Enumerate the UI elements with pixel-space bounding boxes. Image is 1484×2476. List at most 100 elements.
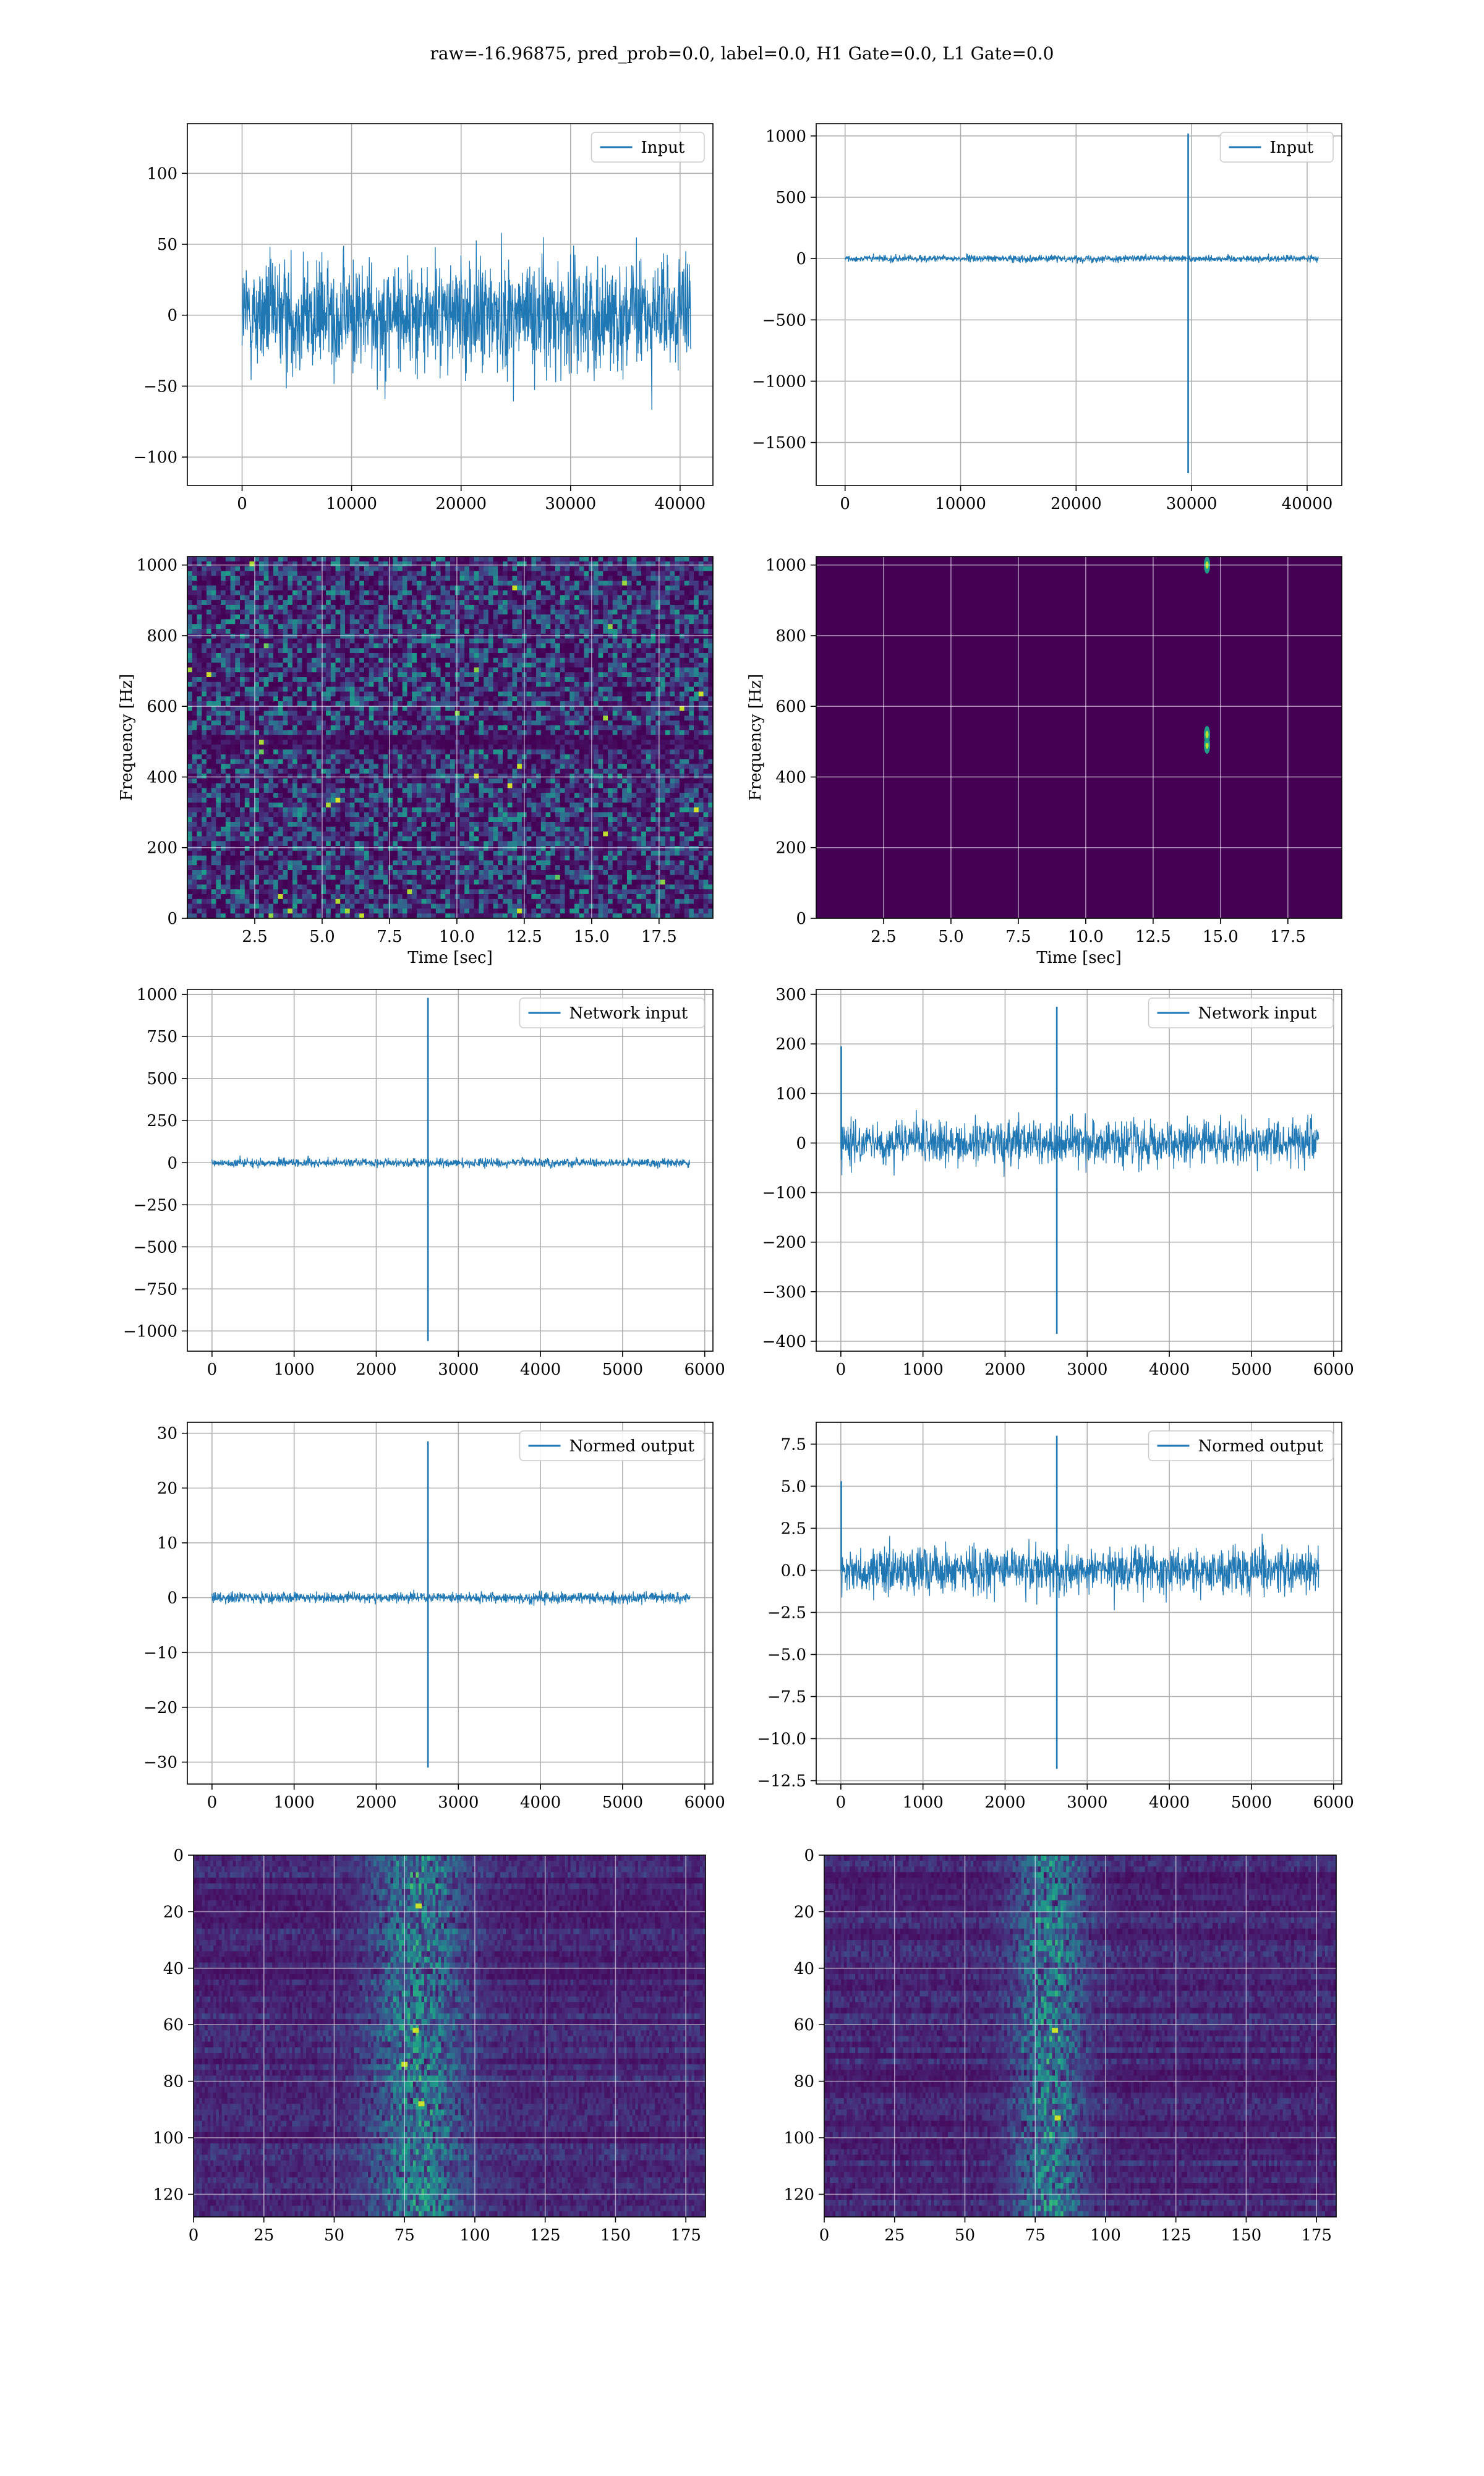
heatmap-cell: [574, 706, 579, 711]
heatmap-cell: [694, 591, 699, 596]
heatmap-cell: [546, 711, 551, 716]
heatmap-cell: [646, 764, 651, 769]
heatmap-cell: [699, 619, 704, 624]
heatmap-cell: [469, 769, 474, 774]
heatmap-cell: [684, 735, 689, 740]
heatmap-cell: [455, 557, 460, 561]
heatmap-cell: [488, 740, 493, 745]
heatmap-cell: [359, 658, 364, 663]
heatmap-cell: [354, 740, 359, 745]
heatmap-cell: [503, 629, 508, 634]
heatmap-cell: [459, 701, 464, 706]
heatmap-cell: [240, 754, 245, 759]
heatmap-cell: [493, 720, 498, 725]
heatmap-cell: [670, 745, 675, 749]
heatmap-cell: [469, 586, 474, 591]
heatmap-cell: [426, 677, 431, 682]
heatmap-cell: [312, 615, 317, 620]
heatmap-cell: [292, 677, 297, 682]
heatmap-cell: [393, 735, 398, 740]
heatmap-cell: [211, 749, 216, 754]
heatmap-cell: [417, 769, 422, 774]
heatmap-cell: [704, 759, 709, 764]
heatmap-cell: [245, 725, 250, 730]
heatmap-cell: [694, 740, 699, 745]
heatmap-cell: [388, 639, 393, 644]
heatmap-cell: [527, 595, 532, 600]
heatmap-cell: [474, 720, 479, 725]
heatmap-cell: [312, 745, 317, 749]
heatmap-cell: [569, 745, 574, 749]
heatmap-cell: [403, 557, 407, 561]
heatmap-cell: [393, 706, 398, 711]
heatmap-cell: [670, 672, 675, 677]
heatmap-cell: [312, 600, 317, 605]
heatmap-cell: [398, 576, 403, 581]
heatmap-cell: [665, 591, 670, 596]
heatmap-cell: [574, 581, 579, 586]
heatmap-cell: [459, 595, 464, 600]
heatmap-cell: [704, 624, 709, 629]
heatmap-cell: [503, 581, 508, 586]
heatmap-cell: [426, 643, 431, 648]
heatmap-cell: [288, 715, 292, 720]
heatmap-cell: [455, 745, 460, 749]
heatmap-cell: [665, 581, 670, 586]
heatmap-cell: [680, 557, 684, 561]
heatmap-cell: [288, 759, 292, 764]
heatmap-cell: [665, 615, 670, 620]
heatmap-cell: [207, 581, 211, 586]
heatmap-cell: [498, 682, 503, 687]
heatmap-cell: [288, 691, 292, 696]
heatmap-cell: [665, 715, 670, 720]
heatmap-cell: [216, 749, 221, 754]
heatmap-cell: [479, 677, 484, 682]
heatmap-cell: [493, 667, 498, 672]
heatmap-cell: [498, 643, 503, 648]
heatmap-cell: [245, 711, 250, 716]
heatmap-cell: [417, 754, 422, 759]
heatmap-cell: [187, 735, 192, 740]
heatmap-cell: [259, 586, 264, 591]
heatmap-cell: [422, 571, 427, 576]
heatmap-cell: [474, 764, 479, 769]
heatmap-cell: [359, 711, 364, 716]
heatmap-cell: [694, 619, 699, 624]
heatmap-cell: [417, 764, 422, 769]
heatmap-cell: [565, 735, 569, 740]
heatmap-cell: [603, 759, 608, 764]
heatmap-cell: [651, 663, 656, 668]
heatmap-cell: [531, 648, 536, 653]
heatmap-cell: [579, 581, 584, 586]
heatmap-cell: [445, 634, 450, 639]
heatmap-cell: [369, 677, 374, 682]
heatmap-cell: [517, 653, 522, 658]
heatmap-cell: [479, 730, 484, 735]
heatmap-cell: [187, 648, 192, 653]
heatmap-cell: [283, 672, 288, 677]
heatmap-cell: [613, 648, 618, 653]
heatmap-cell: [264, 653, 269, 658]
heatmap-cell: [632, 561, 637, 566]
heatmap-cell: [546, 764, 551, 769]
heatmap-cell: [689, 701, 694, 706]
heatmap-cell: [383, 682, 388, 687]
heatmap-cell: [354, 639, 359, 644]
heatmap-cell: [684, 759, 689, 764]
heatmap-cell: [216, 706, 221, 711]
heatmap-cell: [680, 571, 684, 576]
heatmap-cell: [249, 691, 254, 696]
heatmap-cell: [599, 581, 603, 586]
heatmap-cell: [560, 561, 565, 566]
heatmap-cell: [302, 725, 307, 730]
heatmap-cell: [536, 687, 541, 692]
heatmap-cell: [307, 581, 312, 586]
heatmap-cell: [641, 667, 646, 672]
heatmap-cell: [694, 639, 699, 644]
heatmap-cell: [498, 725, 503, 730]
heatmap-cell: [569, 715, 574, 720]
heatmap-cell: [689, 600, 694, 605]
heatmap-cell: [407, 629, 412, 634]
heatmap-cell: [221, 740, 226, 745]
heatmap-cell: [345, 571, 350, 576]
